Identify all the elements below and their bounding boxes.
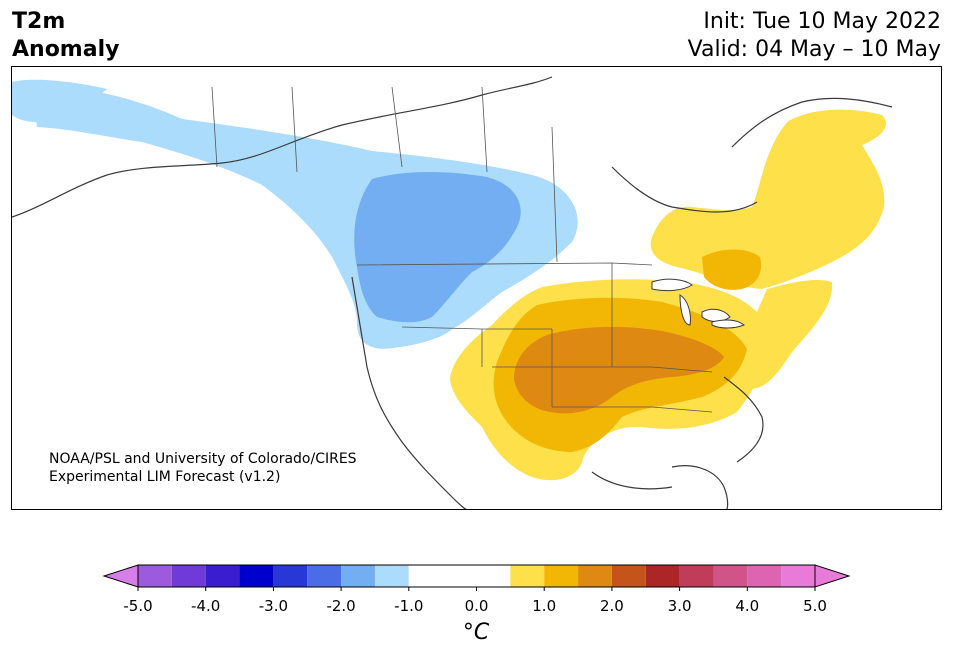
colorbar-legend: -5.0 -4.0 -3.0 -2.0 -1.0 0.0 1.0 2.0 3.0 4.0 5.0 °C bbox=[0, 555, 953, 655]
colorbar-segment bbox=[611, 565, 646, 587]
anomaly-label: Anomaly bbox=[12, 37, 120, 62]
colorbar-tick-label: 2.0 bbox=[600, 597, 624, 615]
colorbar-segment bbox=[408, 565, 443, 587]
colorbar-segment bbox=[747, 565, 782, 587]
colorbar-segment bbox=[239, 565, 274, 587]
colorbar-unit-label: °C bbox=[463, 620, 490, 645]
colorbar-segment bbox=[307, 565, 342, 587]
quebec-warm-area bbox=[650, 109, 886, 289]
colorbar-segment bbox=[442, 565, 511, 587]
coastline-lines bbox=[12, 76, 893, 509]
colorbar-segment bbox=[578, 565, 612, 587]
colorbar-segment bbox=[510, 565, 545, 587]
colorbar-segment bbox=[645, 565, 680, 587]
map-title: T2m Anomaly bbox=[12, 8, 119, 64]
colorbar-tick-label: 1.0 bbox=[532, 597, 556, 615]
prairies-cool-core bbox=[354, 172, 521, 323]
valid-range: Valid: 04 May – 10 May bbox=[687, 37, 941, 62]
colorbar-tick-label: -2.0 bbox=[326, 597, 355, 615]
colorbar-tick-label: -4.0 bbox=[191, 597, 220, 615]
colorbar-segment bbox=[781, 565, 815, 587]
colorbar-over-arrow bbox=[814, 564, 851, 588]
colorbar-tick-label: 4.0 bbox=[735, 597, 759, 615]
init-date: Init: Tue 10 May 2022 bbox=[703, 9, 941, 34]
credit-line-1: NOAA/PSL and University of Colorado/CIRE… bbox=[49, 451, 357, 467]
colorbar-segment bbox=[713, 565, 748, 587]
variable-label: T2m bbox=[12, 9, 66, 34]
border-lines bbox=[211, 86, 713, 413]
colorbar-segment bbox=[273, 565, 308, 587]
colorbar-tick-label: -5.0 bbox=[123, 597, 152, 615]
colorbar-segment bbox=[679, 565, 714, 587]
colorbar-svg: -5.0 -4.0 -3.0 -2.0 -1.0 0.0 1.0 2.0 3.0 4.0 5.0 °C bbox=[102, 564, 851, 645]
anomaly-map bbox=[12, 67, 941, 509]
colorbar-segment bbox=[205, 565, 240, 587]
colorbar-segment bbox=[341, 565, 375, 587]
credit-line-2: Experimental LIM Forecast (v1.2) bbox=[49, 469, 281, 485]
forecast-dates: Init: Tue 10 May 2022 Valid: 04 May – 10… bbox=[688, 8, 941, 64]
colorbar-segment bbox=[171, 565, 206, 587]
colorbar-tick-label: -1.0 bbox=[394, 597, 423, 615]
great-lakes-warm-core bbox=[702, 249, 762, 290]
colorbar-segment bbox=[138, 565, 172, 587]
colorbar-tick-label: 0.0 bbox=[465, 597, 489, 615]
great-lakes bbox=[651, 278, 745, 329]
colorbar-segment bbox=[374, 565, 409, 587]
colorbar-tick-label: -3.0 bbox=[259, 597, 288, 615]
colorbar-segment bbox=[544, 565, 579, 587]
southern-plains-hot-core bbox=[514, 326, 724, 414]
colorbar-tick-label: 5.0 bbox=[803, 597, 827, 615]
map-panel bbox=[11, 66, 942, 510]
arctic-coast-cool-area bbox=[12, 79, 107, 123]
colorbar-tick-label: 3.0 bbox=[668, 597, 692, 615]
forecast-credit: NOAA/PSL and University of Colorado/CIRE… bbox=[49, 450, 357, 486]
colorbar-under-arrow bbox=[102, 564, 139, 588]
